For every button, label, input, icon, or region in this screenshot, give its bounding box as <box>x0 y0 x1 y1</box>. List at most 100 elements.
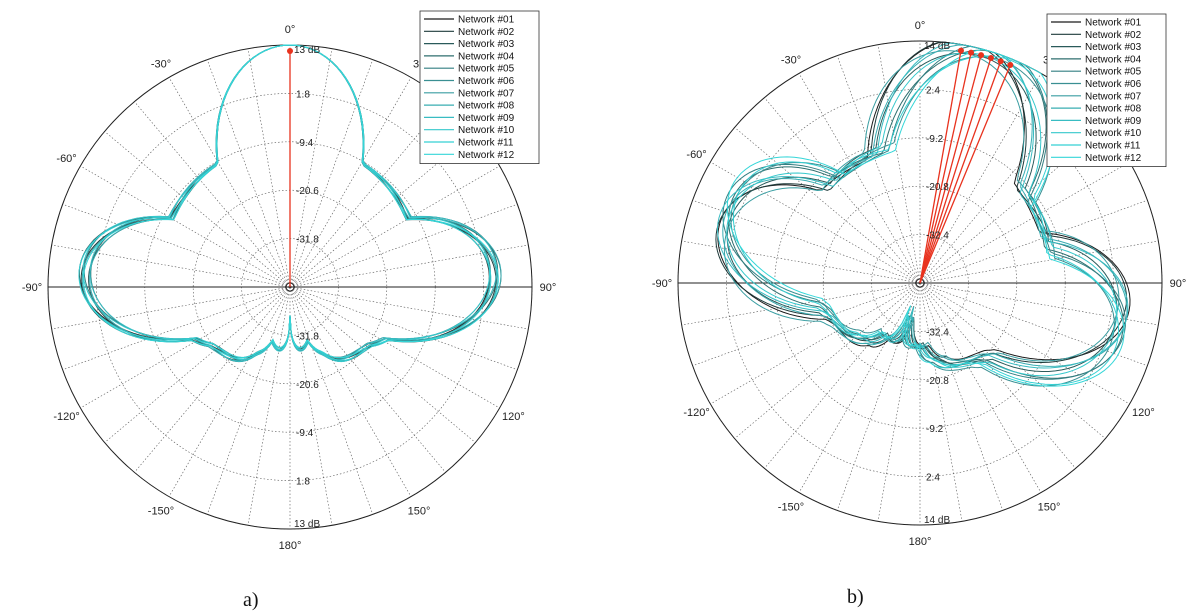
radial-gridline <box>798 73 921 284</box>
legend-label: Network #11 <box>458 138 514 149</box>
legend-label: Network #04 <box>1085 54 1142 65</box>
radial-gridline <box>919 240 1159 284</box>
main-beam-line <box>919 52 972 284</box>
pattern-curve-network-10 <box>726 52 1118 377</box>
main-beam-marker <box>968 49 975 56</box>
radial-gridline <box>104 131 291 288</box>
angle-label: 150° <box>1038 501 1061 513</box>
radial-gridline <box>919 282 1130 405</box>
legend-label: Network #12 <box>1085 153 1142 164</box>
pattern-curve-network-08 <box>722 44 1128 367</box>
legend-label: Network #09 <box>1085 116 1142 127</box>
angle-label: -120° <box>53 411 79 423</box>
legend-label: Network #06 <box>458 76 515 87</box>
radial-gridline <box>289 286 518 371</box>
radial-gridline <box>168 77 291 288</box>
caption-a: a) <box>243 589 259 611</box>
pattern-curve-network-11 <box>732 55 1120 386</box>
radial-gridline <box>681 240 921 284</box>
main-beam-line <box>919 64 1011 284</box>
radial-gridline <box>80 286 291 409</box>
radial-gridline <box>289 286 412 497</box>
legend-label: Network #08 <box>1085 104 1142 115</box>
main-beam-line <box>919 50 962 284</box>
radial-gridline <box>681 282 921 326</box>
main-beam-marker <box>1007 62 1014 69</box>
legend-label: Network #08 <box>458 101 515 112</box>
angle-label: 120° <box>502 411 525 423</box>
angle-label: 90° <box>540 282 557 294</box>
angle-label: 3 <box>413 59 419 71</box>
radial-gridline <box>247 286 291 526</box>
angle-label: 90° <box>1170 278 1187 290</box>
angle-label: -60° <box>686 149 706 161</box>
legend-label: Network #10 <box>458 125 515 136</box>
radial-tick-label: -20.6 <box>296 380 319 391</box>
angle-label: -150° <box>778 501 804 513</box>
radial-gridline <box>289 48 333 288</box>
radial-tick-label: 1.8 <box>296 477 310 488</box>
pattern-curve-network-07 <box>723 50 1120 362</box>
unit-label-top: 13 dB <box>294 45 320 56</box>
unit-label-top: 14 dB <box>924 41 950 52</box>
legend-label: Network #02 <box>1085 30 1142 41</box>
main-beam-marker <box>978 52 985 59</box>
radial-gridline <box>919 282 1042 493</box>
polar-plot-a: 1.8 1.8 -9.4 -9.4 -20.6 -20.6 -31.8 -31.8 13 dB 1… <box>22 10 557 552</box>
angle-label: -30° <box>781 55 801 67</box>
pattern-curve-network-12 <box>82 44 499 359</box>
angle-label: -60° <box>56 153 76 165</box>
legend-label: Network #03 <box>1085 42 1142 53</box>
caption-b: b) <box>847 586 864 608</box>
radial-gridline <box>734 127 921 284</box>
radial-tick-label: -9.4 <box>296 138 314 149</box>
angle-label: 0° <box>915 20 926 32</box>
radial-tick-label: 2.4 <box>926 473 940 484</box>
radial-gridline <box>877 44 921 284</box>
legend-label: Network #12 <box>458 150 515 161</box>
radial-gridline <box>289 77 412 288</box>
legend-label: Network #05 <box>458 64 515 75</box>
polar-plot-b: 2.4 2.4 -9.2 -9.2 -20.8 -20.8 -32.4 -32.4 14 dB 1… <box>652 13 1187 548</box>
radial-tick-label: -9.4 <box>296 428 314 439</box>
angle-label: 180° <box>909 536 932 548</box>
legend-label: Network #07 <box>1085 91 1142 102</box>
radial-gridline <box>51 286 291 330</box>
legend-label: Network #05 <box>1085 67 1142 78</box>
main-beam-marker <box>957 47 964 54</box>
legend-label: Network #10 <box>1085 128 1142 139</box>
pattern-curve-network-09 <box>716 42 1129 369</box>
radial-gridline <box>919 282 963 522</box>
radial-gridline <box>206 59 291 288</box>
angle-label: -30° <box>151 59 171 71</box>
main-beam-line <box>919 61 1002 284</box>
angle-label: 3 <box>1043 55 1049 67</box>
main-beam-line <box>919 57 992 284</box>
radial-tick-label: 1.8 <box>296 89 310 100</box>
legend-label: Network #04 <box>458 51 515 62</box>
legend-label: Network #02 <box>458 27 515 38</box>
legend-label: Network #01 <box>1085 18 1142 29</box>
angle-label: 150° <box>408 505 431 517</box>
radial-tick-label: -32.4 <box>926 231 949 242</box>
angle-label: 0° <box>285 24 296 36</box>
radial-gridline <box>247 48 291 288</box>
legend-box <box>419 10 540 165</box>
angle-label: -90° <box>652 278 672 290</box>
radial-tick-label: -31.8 <box>296 331 319 342</box>
radial-tick-label: 2.4 <box>926 85 940 96</box>
radial-tick-label: -20.8 <box>926 376 949 387</box>
radial-gridline <box>104 286 291 443</box>
angle-label: -150° <box>148 505 174 517</box>
radial-tick-label: -20.8 <box>926 182 949 193</box>
unit-label-bottom: 13 dB <box>294 519 320 530</box>
radial-gridline <box>289 286 333 526</box>
legend-label: Network #03 <box>458 39 515 50</box>
radial-gridline <box>798 282 921 493</box>
main-beam-marker <box>987 54 994 61</box>
angle-label: -90° <box>22 282 42 294</box>
radial-gridline <box>289 286 476 443</box>
legend-box <box>1046 13 1167 168</box>
pattern-curve-network-12 <box>726 48 1125 387</box>
